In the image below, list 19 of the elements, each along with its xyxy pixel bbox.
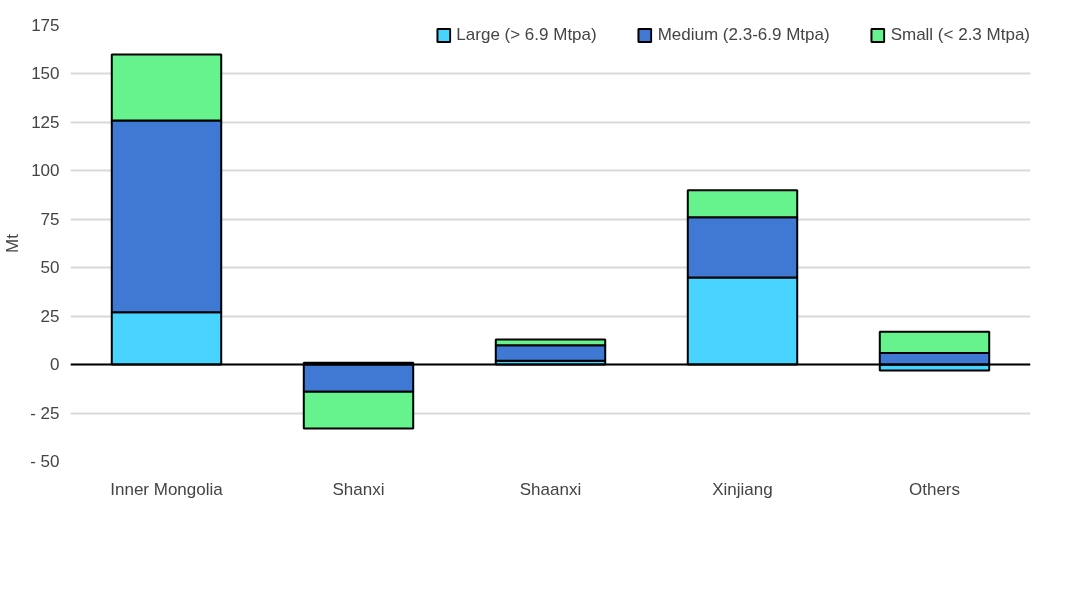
- x-tick-label: Shanxi: [332, 479, 385, 499]
- y-tick-label: 75: [40, 209, 60, 229]
- y-tick-label: - 25: [30, 403, 60, 423]
- y-tick-label: 0: [50, 355, 60, 375]
- y-tick-label: 50: [40, 258, 60, 278]
- legend-label: Small (< 2.3 Mtpa): [890, 25, 1030, 45]
- y-tick-label: 125: [31, 112, 60, 132]
- y-tick-label: 100: [31, 161, 60, 181]
- y-tick-label: 175: [31, 16, 60, 35]
- y-axis-title: Mt: [3, 233, 23, 253]
- y-tick-label: - 50: [30, 452, 60, 471]
- x-tick-label: Others: [908, 479, 961, 499]
- x-tick-label: Shaanxi: [519, 479, 582, 499]
- x-tick-label: Inner Mongolia: [110, 479, 224, 499]
- y-tick-label: 25: [40, 306, 60, 326]
- legend-label: Medium (2.3-6.9 Mtpa): [657, 25, 830, 45]
- x-tick-label: Xinjiang: [712, 479, 773, 499]
- y-tick-label: 150: [31, 64, 60, 84]
- legend-label: Large (> 6.9 Mtpa): [456, 25, 597, 45]
